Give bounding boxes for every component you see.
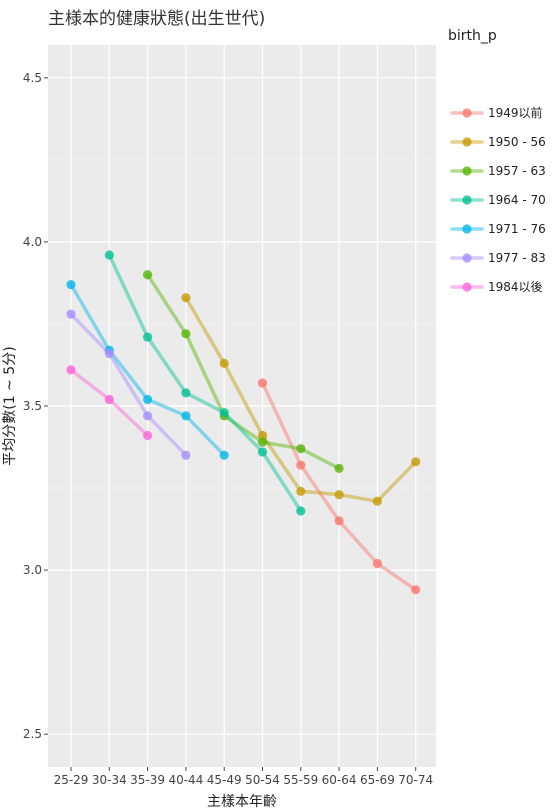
data-point	[257, 447, 268, 457]
chart-title: 主様本的健康狀態(出生世代)	[48, 9, 265, 29]
data-point	[257, 378, 268, 388]
legend-title: birth_p	[448, 28, 497, 44]
legend-label: 1950 - 56	[488, 135, 546, 149]
data-point	[219, 407, 229, 418]
legend-item: 1971 - 76	[450, 222, 546, 236]
y-tick-label: 3.5	[23, 399, 42, 413]
legend-item: 1964 - 70	[450, 193, 546, 207]
series-layer	[66, 250, 421, 595]
data-point	[219, 358, 229, 368]
data-point	[66, 279, 76, 290]
x-tick-label: 65-69	[360, 773, 395, 787]
data-point	[143, 411, 153, 421]
data-point	[66, 365, 76, 375]
y-axis-title: 平均分數(1 ~ 5分)	[2, 346, 18, 465]
series	[66, 365, 153, 441]
data-point	[181, 329, 191, 339]
legend-label: 1964 - 70	[488, 193, 546, 207]
legend-item: 1977 - 83	[450, 251, 546, 265]
x-tick-label: 25-29	[54, 773, 89, 787]
series	[143, 270, 344, 473]
legend-item: 1957 - 63	[450, 164, 546, 178]
data-point	[181, 450, 191, 460]
y-tick-label: 4.0	[23, 235, 42, 249]
series	[181, 293, 421, 506]
y-tick-label: 3.0	[23, 563, 42, 577]
legend-label: 1977 - 83	[488, 251, 546, 265]
series-line	[145, 272, 341, 471]
data-point	[296, 444, 306, 454]
legend-marker	[462, 166, 472, 176]
legend-marker	[462, 137, 472, 147]
y-axis: 2.5 3.0 3.5 4.0 4.5	[23, 71, 48, 741]
data-point	[296, 506, 306, 516]
data-point	[181, 388, 191, 398]
legend-label: 1984以後	[488, 280, 543, 294]
x-tick-label: 70-74	[398, 773, 433, 787]
series-line	[69, 312, 188, 457]
legend-marker	[462, 108, 472, 118]
data-point	[104, 250, 114, 260]
x-axis: 25-29 30-34 35-39 40-44 45-49 50-54 55-59 60-64…	[54, 767, 433, 787]
data-point	[257, 430, 268, 441]
data-point	[181, 411, 191, 421]
data-point	[411, 457, 421, 467]
x-tick-label: 40-44	[168, 773, 203, 787]
data-point	[411, 585, 421, 595]
grid	[48, 45, 436, 767]
series	[66, 309, 191, 460]
x-tick-label: 60-64	[322, 773, 357, 787]
x-tick-label: 55-59	[283, 773, 318, 787]
data-point	[143, 332, 153, 342]
data-point	[334, 463, 344, 473]
y-tick-label: 4.5	[23, 71, 42, 85]
data-point	[66, 309, 76, 319]
data-point	[296, 486, 306, 496]
series-line	[107, 253, 303, 513]
legend-marker	[462, 253, 472, 263]
data-point	[334, 490, 344, 500]
data-point	[296, 460, 306, 470]
data-point	[104, 348, 114, 359]
data-point	[334, 516, 344, 526]
data-point	[372, 558, 382, 569]
series	[257, 378, 421, 595]
data-point	[181, 293, 191, 303]
data-point	[143, 270, 153, 280]
legend-marker	[462, 224, 472, 234]
data-point	[143, 430, 153, 441]
legend-marker	[462, 282, 472, 292]
legend-item: 1949以前	[450, 105, 543, 120]
legend: 1949以前 1950 - 56 1957 - 63 1964 - 70 1971 - …	[450, 105, 546, 294]
x-tick-label: 30-34	[92, 773, 127, 787]
data-point	[104, 394, 114, 405]
x-tick-label: 35-39	[130, 773, 165, 787]
x-tick-label: 50-54	[245, 773, 280, 787]
legend-label: 1949以前	[488, 105, 543, 120]
x-axis-title: 主樣本年齡	[207, 793, 277, 810]
data-point	[143, 394, 153, 405]
data-point	[372, 496, 382, 506]
legend-label: 1957 - 63	[488, 164, 546, 178]
y-tick-label: 2.5	[23, 727, 42, 741]
series	[104, 250, 306, 516]
legend-item: 1984以後	[450, 280, 543, 294]
x-tick-label: 45-49	[207, 773, 242, 787]
legend-marker	[462, 195, 472, 205]
legend-item: 1950 - 56	[450, 135, 546, 149]
data-point	[219, 450, 229, 460]
legend-label: 1971 - 76	[488, 222, 546, 236]
data-point	[257, 437, 268, 447]
